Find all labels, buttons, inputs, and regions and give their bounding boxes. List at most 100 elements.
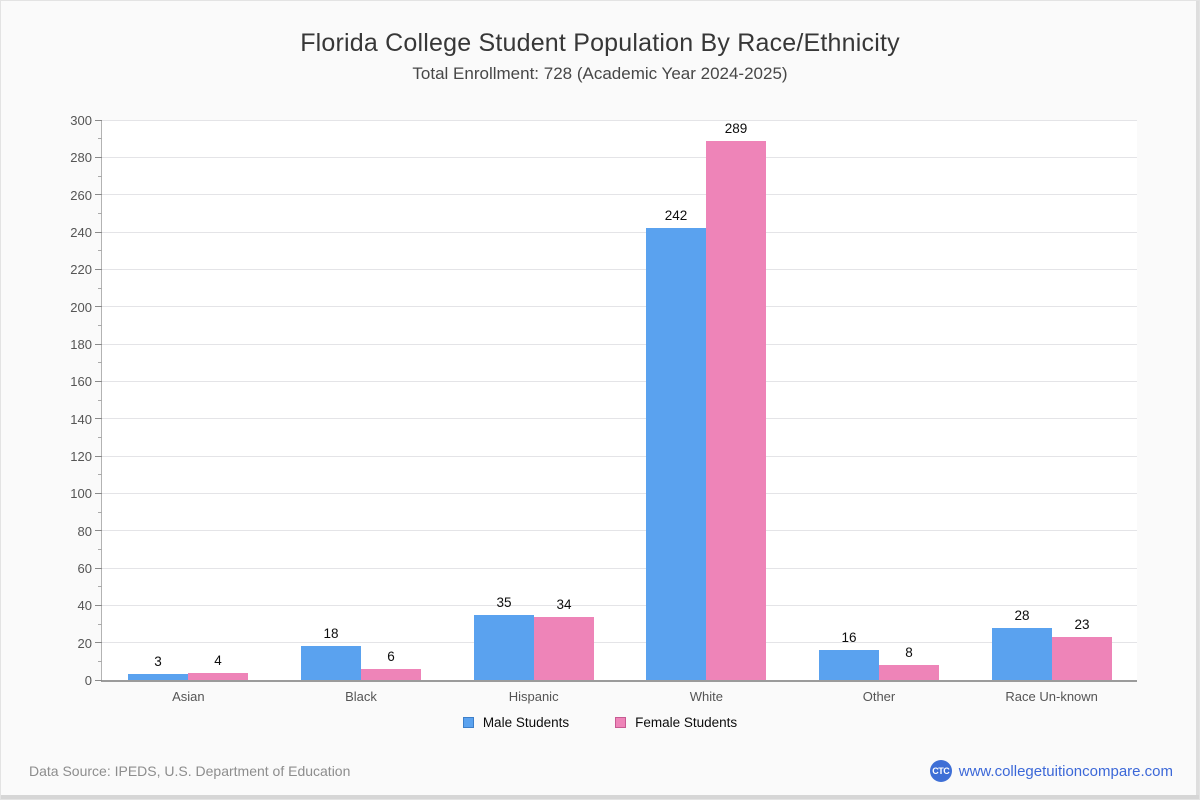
gridline: [102, 268, 1137, 270]
y-axis-label: 80: [77, 523, 92, 539]
category-label: Asian: [172, 689, 205, 704]
y-axis-label: 300: [70, 113, 92, 128]
gridline: [102, 306, 1137, 308]
y-axis-minor-tick: [98, 399, 102, 401]
y-axis-minor-tick: [98, 138, 102, 140]
legend-label: Male Students: [482, 715, 570, 730]
bar-value-label: 34: [556, 597, 572, 612]
bar-male-students[interactable]: [128, 674, 188, 680]
gridline: [102, 380, 1137, 382]
y-axis-label: 120: [70, 449, 92, 464]
y-axis-tick: [95, 455, 102, 457]
bar-female-students[interactable]: [534, 617, 594, 680]
y-axis-label: 280: [70, 150, 92, 166]
gridline: [102, 492, 1137, 494]
y-axis-minor-tick: [98, 511, 102, 513]
category-label: Black: [345, 689, 377, 704]
y-axis-tick: [95, 679, 102, 681]
bar-female-students[interactable]: [879, 665, 939, 680]
category-label: Other: [862, 689, 896, 704]
y-axis-label: 200: [70, 299, 92, 315]
bar-value-label: 23: [1074, 617, 1090, 632]
page-edge-right: [1196, 1, 1199, 799]
bar-value-label: 28: [1014, 608, 1030, 623]
gridline: [102, 194, 1137, 196]
bar-female-students[interactable]: [1052, 637, 1112, 680]
y-axis-tick: [95, 604, 102, 606]
bar-value-label: 3: [154, 654, 162, 669]
bar-female-students[interactable]: [706, 141, 766, 680]
gridline: [102, 231, 1137, 233]
y-axis-minor-tick: [98, 660, 102, 662]
y-axis-tick: [95, 642, 102, 644]
y-axis-label: 220: [70, 262, 92, 278]
y-axis-tick: [95, 194, 102, 196]
y-axis-tick: [95, 268, 102, 270]
y-axis-minor-tick: [98, 324, 102, 326]
y-axis-label: 140: [70, 411, 92, 427]
gridline: [102, 455, 1137, 457]
y-axis-label: 20: [77, 635, 92, 651]
category-label: Hispanic: [508, 689, 559, 704]
chart-subtitle: Total Enrollment: 728 (Academic Year 202…: [412, 64, 788, 83]
y-axis-minor-tick: [98, 586, 102, 588]
y-axis-label: 60: [77, 561, 92, 576]
y-axis-tick: [95, 492, 102, 494]
legend-label: Female Students: [635, 715, 738, 730]
gridline: [102, 119, 1137, 121]
y-axis-label: 0: [84, 673, 92, 688]
y-axis-minor-tick: [98, 287, 102, 289]
gridline: [102, 418, 1137, 420]
bar-male-students[interactable]: [646, 228, 706, 680]
x-axis-line: [101, 680, 1137, 682]
website-url: www.collegetuitioncompare.com: [958, 762, 1173, 780]
y-axis-label: 240: [70, 225, 92, 240]
legend: Male Students Female Students: [1, 715, 1199, 730]
chart-title: Florida College Student Population By Ra…: [300, 29, 900, 57]
bar-value-label: 35: [496, 595, 512, 610]
bar-value-label: 289: [724, 121, 748, 136]
gridline: [102, 156, 1137, 158]
y-axis-minor-tick: [98, 548, 102, 550]
gridline: [102, 567, 1137, 569]
y-axis-tick: [95, 156, 102, 158]
gridline: [102, 642, 1137, 644]
y-axis-tick: [95, 567, 102, 569]
bar-male-students[interactable]: [474, 615, 534, 680]
y-axis-tick: [95, 119, 102, 121]
y-axis-minor-tick: [98, 436, 102, 438]
y-axis-minor-tick: [98, 623, 102, 625]
gridline: [102, 604, 1137, 606]
data-source-text: Data Source: IPEDS, U.S. Department of E…: [29, 763, 351, 779]
bar-female-students[interactable]: [361, 669, 421, 680]
ctc-logo-icon: CTC: [929, 760, 952, 782]
bar-male-students[interactable]: [992, 628, 1052, 680]
y-axis-tick: [95, 306, 102, 308]
y-axis-tick: [95, 343, 102, 345]
bar-value-label: 16: [841, 630, 857, 645]
bar-female-students[interactable]: [188, 673, 248, 680]
website-link[interactable]: CTC www.collegetuitioncompare.com: [929, 760, 1173, 782]
y-axis-label: 100: [70, 486, 92, 502]
y-axis-label: 40: [77, 598, 92, 614]
legend-swatch-icon: [615, 717, 627, 728]
category-label: White: [689, 689, 723, 704]
bar-value-label: 242: [664, 208, 688, 223]
y-axis-minor-tick: [98, 250, 102, 252]
y-axis-tick: [95, 530, 102, 532]
bar-value-label: 4: [214, 653, 222, 668]
y-axis-label: 260: [70, 187, 92, 203]
page-edge-bottom: [1, 795, 1199, 799]
y-axis-tick: [95, 380, 102, 382]
bar-value-label: 18: [323, 626, 339, 641]
legend-item-female-students[interactable]: Female Students: [615, 715, 737, 730]
legend-item-male-students[interactable]: Male Students: [462, 715, 570, 730]
y-axis-label: 180: [70, 337, 92, 352]
y-axis-tick: [95, 231, 102, 233]
bar-male-students[interactable]: [301, 646, 361, 680]
y-axis-minor-tick: [98, 362, 102, 364]
plot-area: 0 20 40 60 80 100 120 140 160 180 200 220 240 260 280 3…: [70, 113, 1137, 704]
gridline: [102, 343, 1137, 345]
bar-male-students[interactable]: [819, 650, 879, 680]
